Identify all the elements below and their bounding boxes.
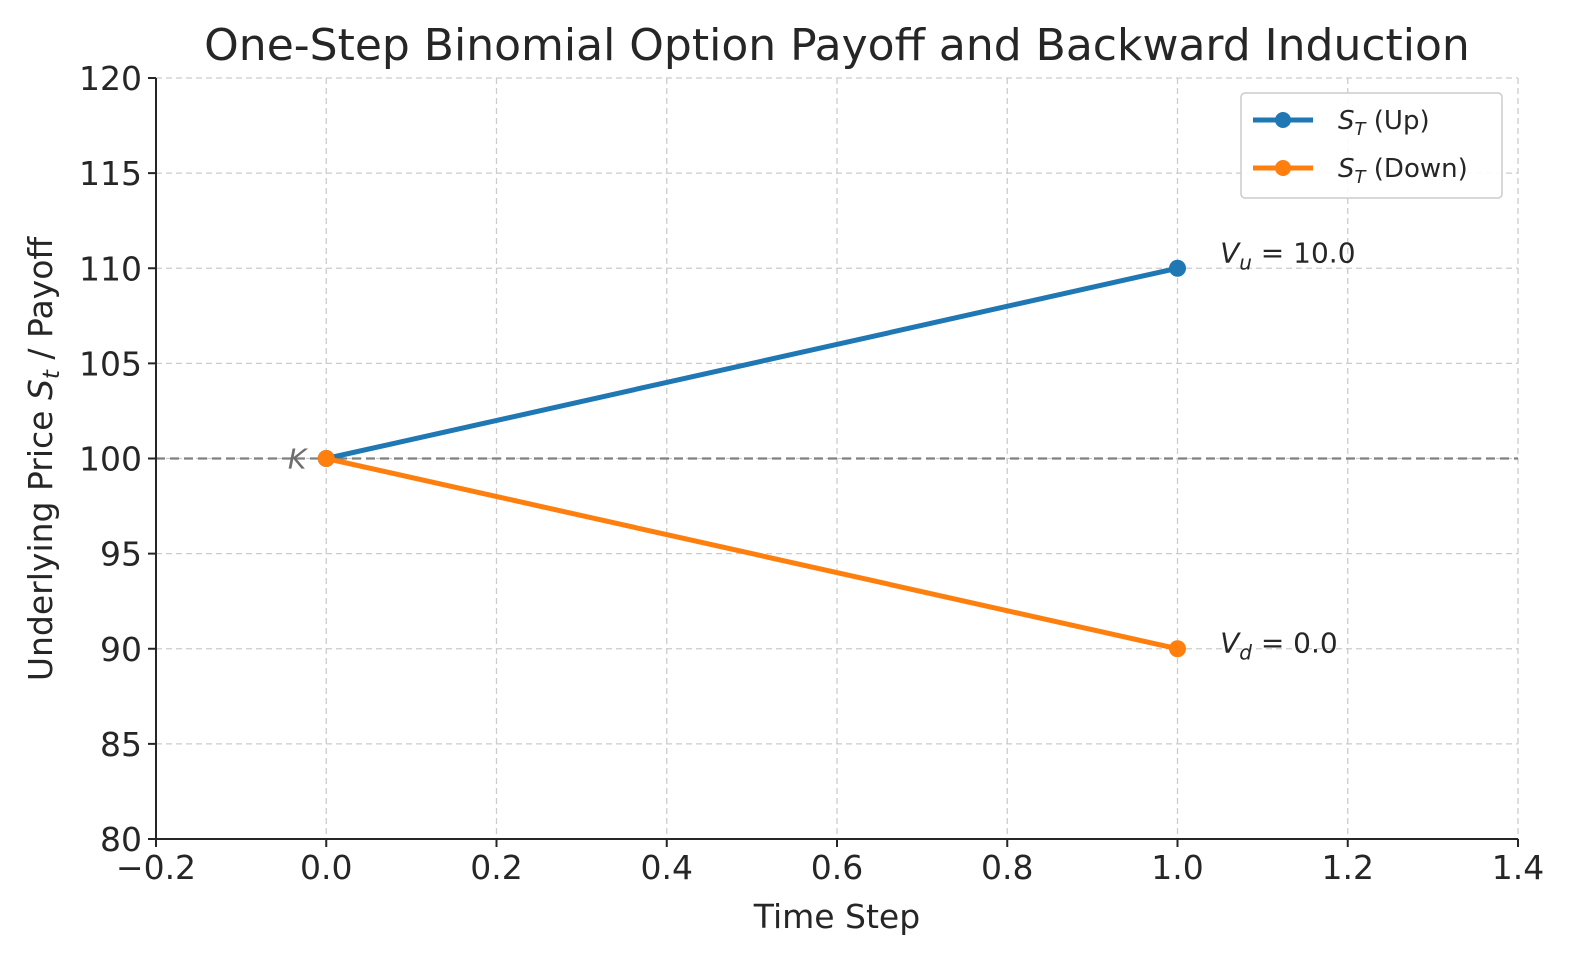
legend-label-subscript: T — [1355, 119, 1368, 140]
series-point-down — [1169, 640, 1186, 658]
series-point-up — [1169, 259, 1186, 277]
x-tick-label: 0.4 — [641, 848, 693, 887]
legend-marker — [1275, 160, 1291, 176]
series-layer — [317, 259, 1186, 658]
legend-marker — [1275, 112, 1291, 128]
legend-label-symbol: S — [1338, 106, 1355, 136]
chart-title: One-Step Binomial Option Payoff and Back… — [204, 20, 1470, 71]
y-tick-label: 100 — [79, 440, 142, 479]
annotation-layer: Vu = 10.0Vd = 0.0 — [1220, 236, 1355, 664]
y-axis-label-subscript: t — [39, 369, 65, 379]
series-line-up — [323, 265, 1180, 461]
y-axis-label-prefix: Underlying Price — [21, 400, 60, 681]
legend-label: ST (Down) — [1338, 154, 1468, 188]
y-tick-label: 110 — [79, 249, 142, 288]
series-point-down — [317, 450, 335, 467]
y-tick-label: 90 — [100, 630, 142, 669]
ticks-layer: −0.2 0.0 0.2 0.4 0.6 0.8 1.0 1.2 1.4 80 85 90 95 100 1… — [79, 59, 1544, 887]
y-tick-label: 115 — [79, 154, 142, 193]
legend-label-symbol: S — [1338, 154, 1355, 184]
strike-label: K — [288, 443, 309, 476]
x-tick-label: −0.2 — [116, 848, 196, 887]
strike-layer: K — [156, 443, 1518, 476]
y-tick-label: 85 — [100, 725, 142, 764]
y-tick-label: 80 — [100, 820, 142, 859]
x-axis-label: Time Step — [753, 897, 920, 936]
x-tick-label: 0.0 — [300, 848, 352, 887]
y-axis-label: Underlying Price St / Payoff — [21, 236, 65, 682]
annotation-symbol: V — [1220, 626, 1241, 659]
series-line-down — [323, 456, 1180, 652]
annotation-value: = 10.0 — [1252, 236, 1356, 269]
legend-label: ST (Up) — [1338, 106, 1430, 140]
y-tick-label: 95 — [100, 535, 142, 574]
legend: ST (Up)ST (Down) — [1240, 92, 1503, 199]
annotation-symbol: V — [1220, 236, 1241, 269]
legend-label-text: (Up) — [1366, 106, 1430, 136]
annotation-subscript: u — [1239, 250, 1252, 274]
y-axis-label-symbol: S — [21, 379, 60, 400]
y-axis-label-suffix: / Payoff — [21, 236, 60, 370]
x-tick-label: 0.2 — [470, 848, 522, 887]
annotation-up-value: Vu = 10.0 — [1220, 236, 1355, 274]
x-tick-label: 1.2 — [1322, 848, 1374, 887]
x-tick-label: 1.0 — [1151, 848, 1203, 887]
y-tick-label: 105 — [79, 344, 142, 383]
annotation-down-value: Vd = 0.0 — [1220, 626, 1338, 664]
y-tick-label: 120 — [79, 59, 142, 98]
x-tick-label: 0.6 — [811, 848, 863, 887]
legend-label-subscript: T — [1355, 167, 1368, 188]
annotation-subscript: d — [1239, 640, 1252, 664]
x-tick-label: 1.4 — [1492, 848, 1544, 887]
legend-label-text: (Down) — [1366, 154, 1468, 184]
annotation-value: = 0.0 — [1252, 626, 1338, 659]
x-tick-label: 0.8 — [981, 848, 1033, 887]
